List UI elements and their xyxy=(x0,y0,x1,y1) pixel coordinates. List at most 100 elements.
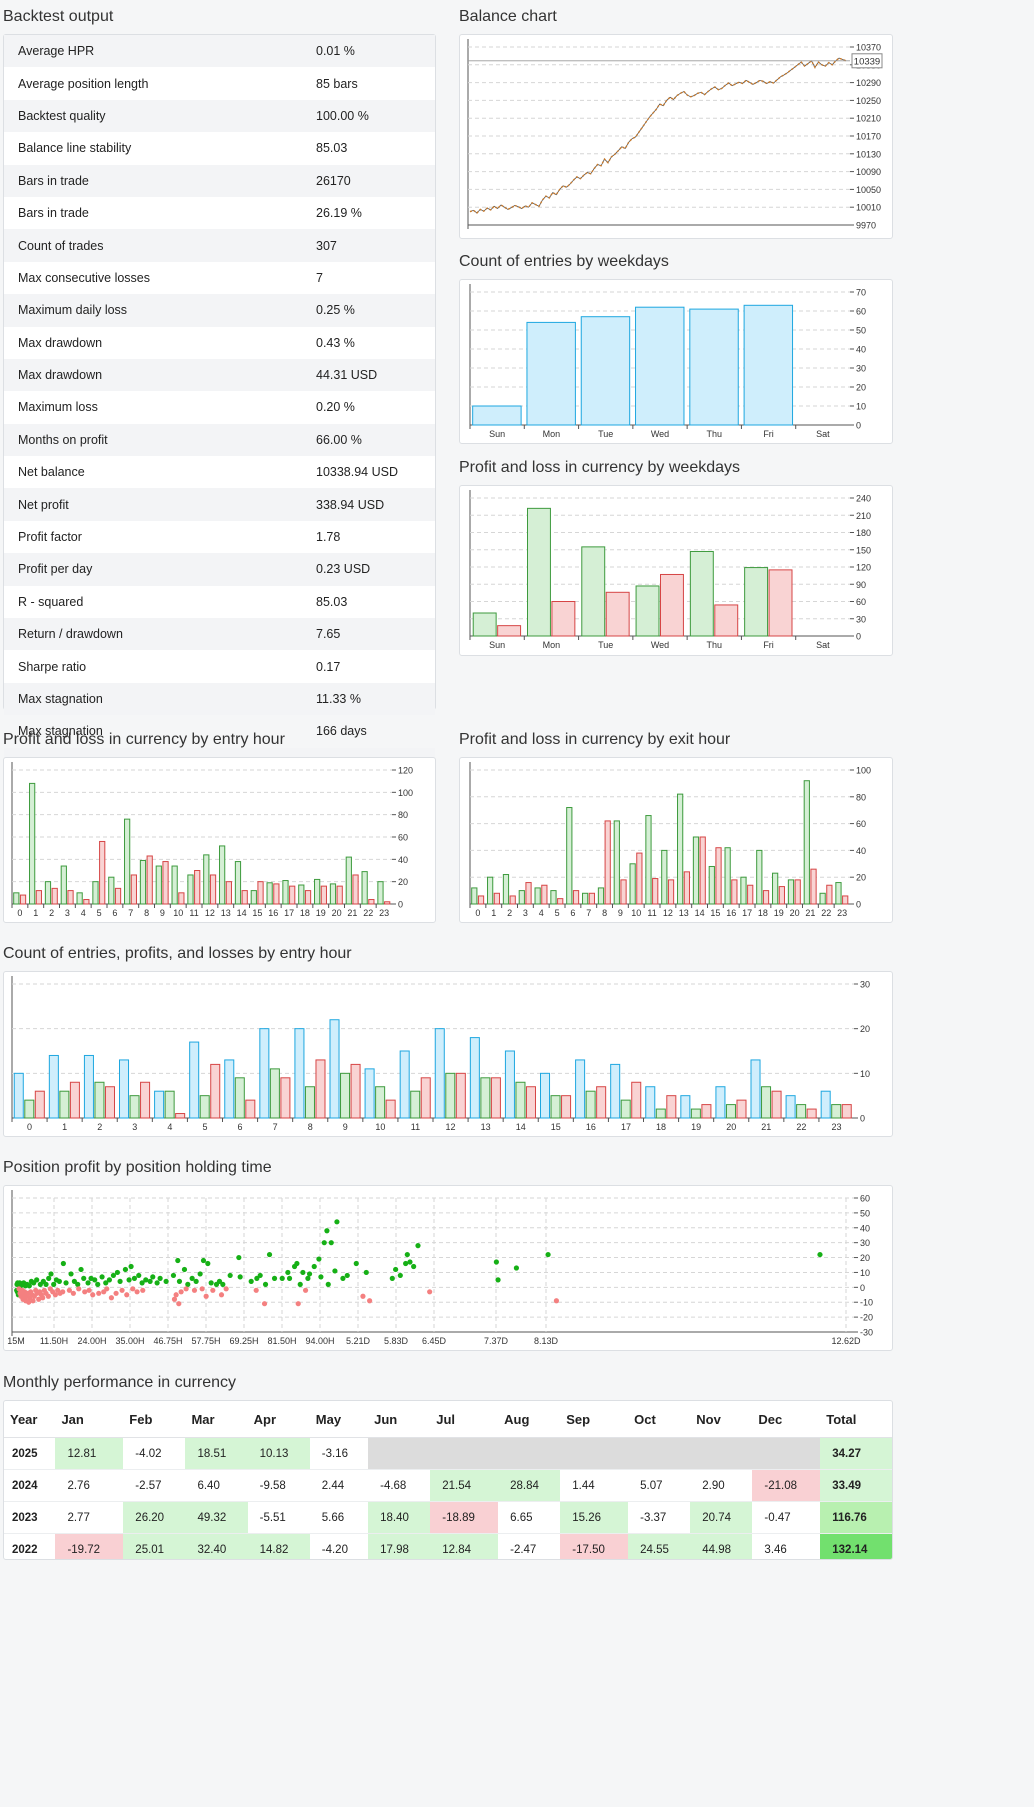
x-tick-label: 81.50H xyxy=(267,1336,296,1346)
bar xyxy=(67,890,74,905)
x-tick-label: 15 xyxy=(710,908,720,918)
backtest-row-value: 85 bars xyxy=(316,76,358,91)
y-tick-label: 100 xyxy=(856,766,871,776)
loss-point xyxy=(45,1293,51,1299)
loss-point xyxy=(40,1295,46,1301)
profit-point xyxy=(262,1281,269,1287)
backtest-row-label: Net profit xyxy=(18,497,69,512)
bar xyxy=(155,865,162,905)
y-tick-label: 210 xyxy=(856,511,871,521)
profit-point xyxy=(297,1281,303,1287)
x-tick-label: 5 xyxy=(97,908,102,918)
bar xyxy=(19,894,27,905)
profit-point xyxy=(205,1260,211,1267)
backtest-row-value: 10338.94 USD xyxy=(316,465,399,480)
bar xyxy=(92,881,99,905)
bar xyxy=(59,1090,70,1119)
x-tick-label: 23 xyxy=(831,1122,841,1132)
bar xyxy=(146,855,153,905)
bar xyxy=(750,1059,761,1119)
bar xyxy=(620,879,627,905)
current-balance-label: 10339 xyxy=(854,56,880,67)
y-tick-label: 20 xyxy=(856,383,866,393)
x-tick-label: 3 xyxy=(132,1122,137,1132)
x-tick-label: 18 xyxy=(758,908,768,918)
month-value-cell: 21.54 xyxy=(430,1469,499,1502)
bar xyxy=(714,604,739,637)
bar xyxy=(515,1081,526,1119)
loss-point xyxy=(82,1289,88,1295)
bar xyxy=(557,898,564,905)
month-value-cell: -18.89 xyxy=(430,1501,499,1534)
x-tick-label: Mon xyxy=(543,640,561,650)
y-tick-label: 0 xyxy=(860,1283,865,1293)
bar xyxy=(806,1108,817,1119)
bar xyxy=(550,890,557,905)
profit-point xyxy=(344,1272,350,1279)
y-tick-label: 60 xyxy=(856,819,866,829)
holding-time-title: Position profit by position holding time xyxy=(3,1159,272,1176)
bar xyxy=(472,405,522,426)
bar xyxy=(304,890,312,905)
backtest-row: Profit per day 0.23 USD xyxy=(4,553,435,586)
profit-point xyxy=(208,1280,214,1286)
backtest-panel: Average HPR 0.01 % Average position length… xyxy=(3,34,436,803)
x-tick-label: 57.75H xyxy=(191,1336,220,1346)
profit-point xyxy=(117,1278,123,1284)
profit-point xyxy=(48,1271,54,1277)
backtest-row-label: Max stagnation xyxy=(18,692,103,706)
bar xyxy=(690,1108,701,1119)
profit-point xyxy=(324,1228,330,1234)
month-value-cell: 6.65 xyxy=(498,1501,561,1534)
bar xyxy=(689,308,739,426)
bar xyxy=(178,892,185,905)
month-value-cell: 2.44 xyxy=(309,1469,369,1502)
month-value-cell xyxy=(752,1437,821,1470)
bar xyxy=(683,871,690,905)
y-tick-label: 30 xyxy=(856,364,866,374)
x-tick-label: 21 xyxy=(805,908,815,918)
month-value-cell: 49.32 xyxy=(185,1501,248,1534)
backtest-row-value: 66.00 % xyxy=(316,432,362,447)
pl-exit-hour-panel: 100 80 60 40 20 0 0 1 2 3 4 5 6 7 8 9 10 11 12 13 14 15 16 17 18… xyxy=(459,757,893,923)
y-tick-label: 40 xyxy=(856,345,866,355)
bar xyxy=(154,1090,165,1119)
profit-point xyxy=(279,1275,285,1281)
backtest-row: Max drawdown 44.31 USD xyxy=(4,358,435,392)
profit-point xyxy=(311,1263,317,1270)
y-tick-label: 80 xyxy=(398,810,408,820)
monthly-row: 2025 12.81 -4.02 18.51 10.13 -3.16 34.27 xyxy=(4,1437,892,1470)
x-tick-label: 12.62D xyxy=(831,1336,861,1346)
profit-point xyxy=(163,1278,169,1284)
x-tick-label: 11 xyxy=(189,908,198,918)
backtest-row: Net profit 338.94 USD xyxy=(4,488,435,521)
month-value-cell: -4.02 xyxy=(123,1437,186,1470)
y-tick-label: 20 xyxy=(860,1024,870,1034)
bar xyxy=(471,887,478,905)
y-tick-label: 10010 xyxy=(856,203,881,213)
bar xyxy=(787,879,795,905)
bar xyxy=(772,872,779,905)
bar xyxy=(352,874,359,905)
x-tick-label: 20 xyxy=(332,908,342,918)
profit-point xyxy=(403,1260,409,1267)
x-tick-label: Mon xyxy=(543,429,561,439)
bar xyxy=(635,306,685,426)
bar xyxy=(680,1095,691,1119)
y-tick-label: 10050 xyxy=(856,185,881,195)
x-tick-label: 2 xyxy=(507,908,512,918)
profit-point xyxy=(389,1275,395,1281)
bar xyxy=(99,840,106,905)
loss-point xyxy=(36,1296,42,1302)
entries-weekdays-panel: 70 60 50 40 30 20 10 0 Sun Mon Tue Wed Thu Fri Sat xyxy=(459,279,893,444)
x-tick-label: 14 xyxy=(695,908,705,918)
x-tick-label: 6 xyxy=(238,1122,243,1132)
x-tick-label: 9 xyxy=(160,908,165,918)
x-tick-label: 7.37D xyxy=(484,1336,509,1346)
pl-exit-hour-title: Profit and loss in currency by exit hour xyxy=(459,731,731,748)
bar xyxy=(329,883,337,905)
bar xyxy=(841,1104,852,1119)
bar xyxy=(582,892,589,905)
bar xyxy=(550,1095,561,1119)
